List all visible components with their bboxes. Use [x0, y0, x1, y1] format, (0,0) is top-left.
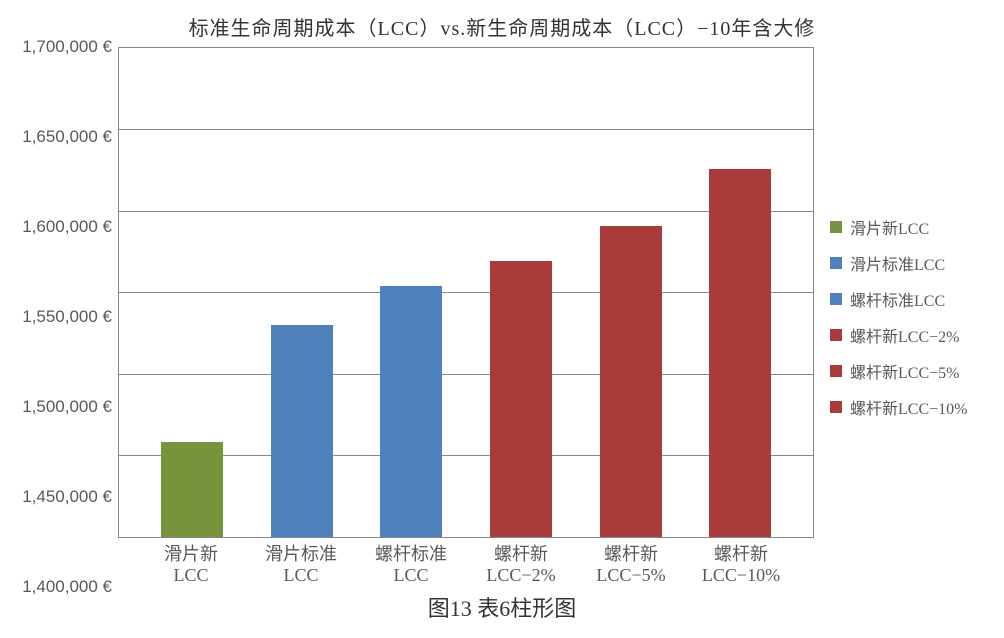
legend-label: 滑片新LCC [850, 215, 929, 239]
legend-label: 螺杆新LCC−10% [850, 395, 967, 419]
bar-slot [685, 48, 795, 537]
y-tick-label: 1,550,000 € [22, 307, 112, 327]
lcc-bar-chart: 标准生命周期成本（LCC）vs.新生命周期成本（LCC）−10年含大修 1,40… [18, 12, 986, 622]
chart-title: 标准生命周期成本（LCC）vs.新生命周期成本（LCC）−10年含大修 [18, 12, 986, 41]
y-tick-label: 1,400,000 € [22, 577, 112, 597]
legend-item-vane_new: 滑片新LCC [830, 215, 986, 239]
x-label-screw_std: 螺杆标准 LCC [356, 544, 466, 587]
x-label-screw_new_2: 螺杆新 LCC−2% [466, 544, 576, 587]
y-tick-label: 1,450,000 € [22, 487, 112, 507]
legend-swatch [830, 221, 842, 233]
bar-slot [356, 48, 466, 537]
legend-label: 螺杆标准LCC [850, 287, 945, 311]
bar-slot [137, 48, 247, 537]
bar-slot [247, 48, 357, 537]
chart-body: 1,400,000 €1,450,000 €1,500,000 €1,550,0… [18, 47, 986, 587]
legend-item-screw_new_5: 螺杆新LCC−5% [830, 359, 986, 383]
bar-vane_std [271, 325, 333, 537]
x-label-screw_new_5: 螺杆新 LCC−5% [576, 544, 686, 587]
x-label-vane_new: 滑片新 LCC [136, 544, 246, 587]
legend-item-screw_std: 螺杆标准LCC [830, 287, 986, 311]
y-tick-label: 1,600,000 € [22, 217, 112, 237]
x-label-vane_std: 滑片标准 LCC [246, 544, 356, 587]
legend-label: 螺杆新LCC−5% [850, 359, 959, 383]
legend-item-screw_new_2: 螺杆新LCC−2% [830, 323, 986, 347]
legend-swatch [830, 293, 842, 305]
bar-slot [576, 48, 686, 537]
y-tick-label: 1,700,000 € [22, 37, 112, 57]
legend: 滑片新LCC 滑片标准LCC 螺杆标准LCC 螺杆新LCC−2% 螺杆新LCC−5% 螺杆… [814, 47, 986, 587]
bar-screw_new_10 [709, 169, 771, 537]
x-label-screw_new_10: 螺杆新 LCC−10% [686, 544, 796, 587]
y-axis: 1,400,000 €1,450,000 €1,500,000 €1,550,0… [18, 47, 118, 587]
y-tick-label: 1,650,000 € [22, 127, 112, 147]
legend-label: 滑片标准LCC [850, 251, 945, 275]
x-axis-labels: 滑片新 LCC滑片标准 LCC螺杆标准 LCC螺杆新 LCC−2%螺杆新 LCC… [118, 538, 814, 587]
bar-screw_std [380, 286, 442, 537]
bar-vane_new [161, 442, 223, 537]
legend-swatch [830, 401, 842, 413]
plot-area [118, 47, 814, 538]
bar-slot [466, 48, 576, 537]
bar-screw_new_5 [600, 226, 662, 537]
legend-swatch [830, 257, 842, 269]
legend-swatch [830, 329, 842, 341]
plot-outer: 滑片新 LCC滑片标准 LCC螺杆标准 LCC螺杆新 LCC−2%螺杆新 LCC… [118, 47, 814, 587]
legend-item-screw_new_10: 螺杆新LCC−10% [830, 395, 986, 419]
legend-item-vane_std: 滑片标准LCC [830, 251, 986, 275]
legend-label: 螺杆新LCC−2% [850, 323, 959, 347]
y-tick-label: 1,500,000 € [22, 397, 112, 417]
bar-screw_new_2 [490, 261, 552, 536]
bars-container [119, 48, 813, 537]
legend-swatch [830, 365, 842, 377]
chart-caption: 图13 表6柱形图 [18, 591, 986, 623]
